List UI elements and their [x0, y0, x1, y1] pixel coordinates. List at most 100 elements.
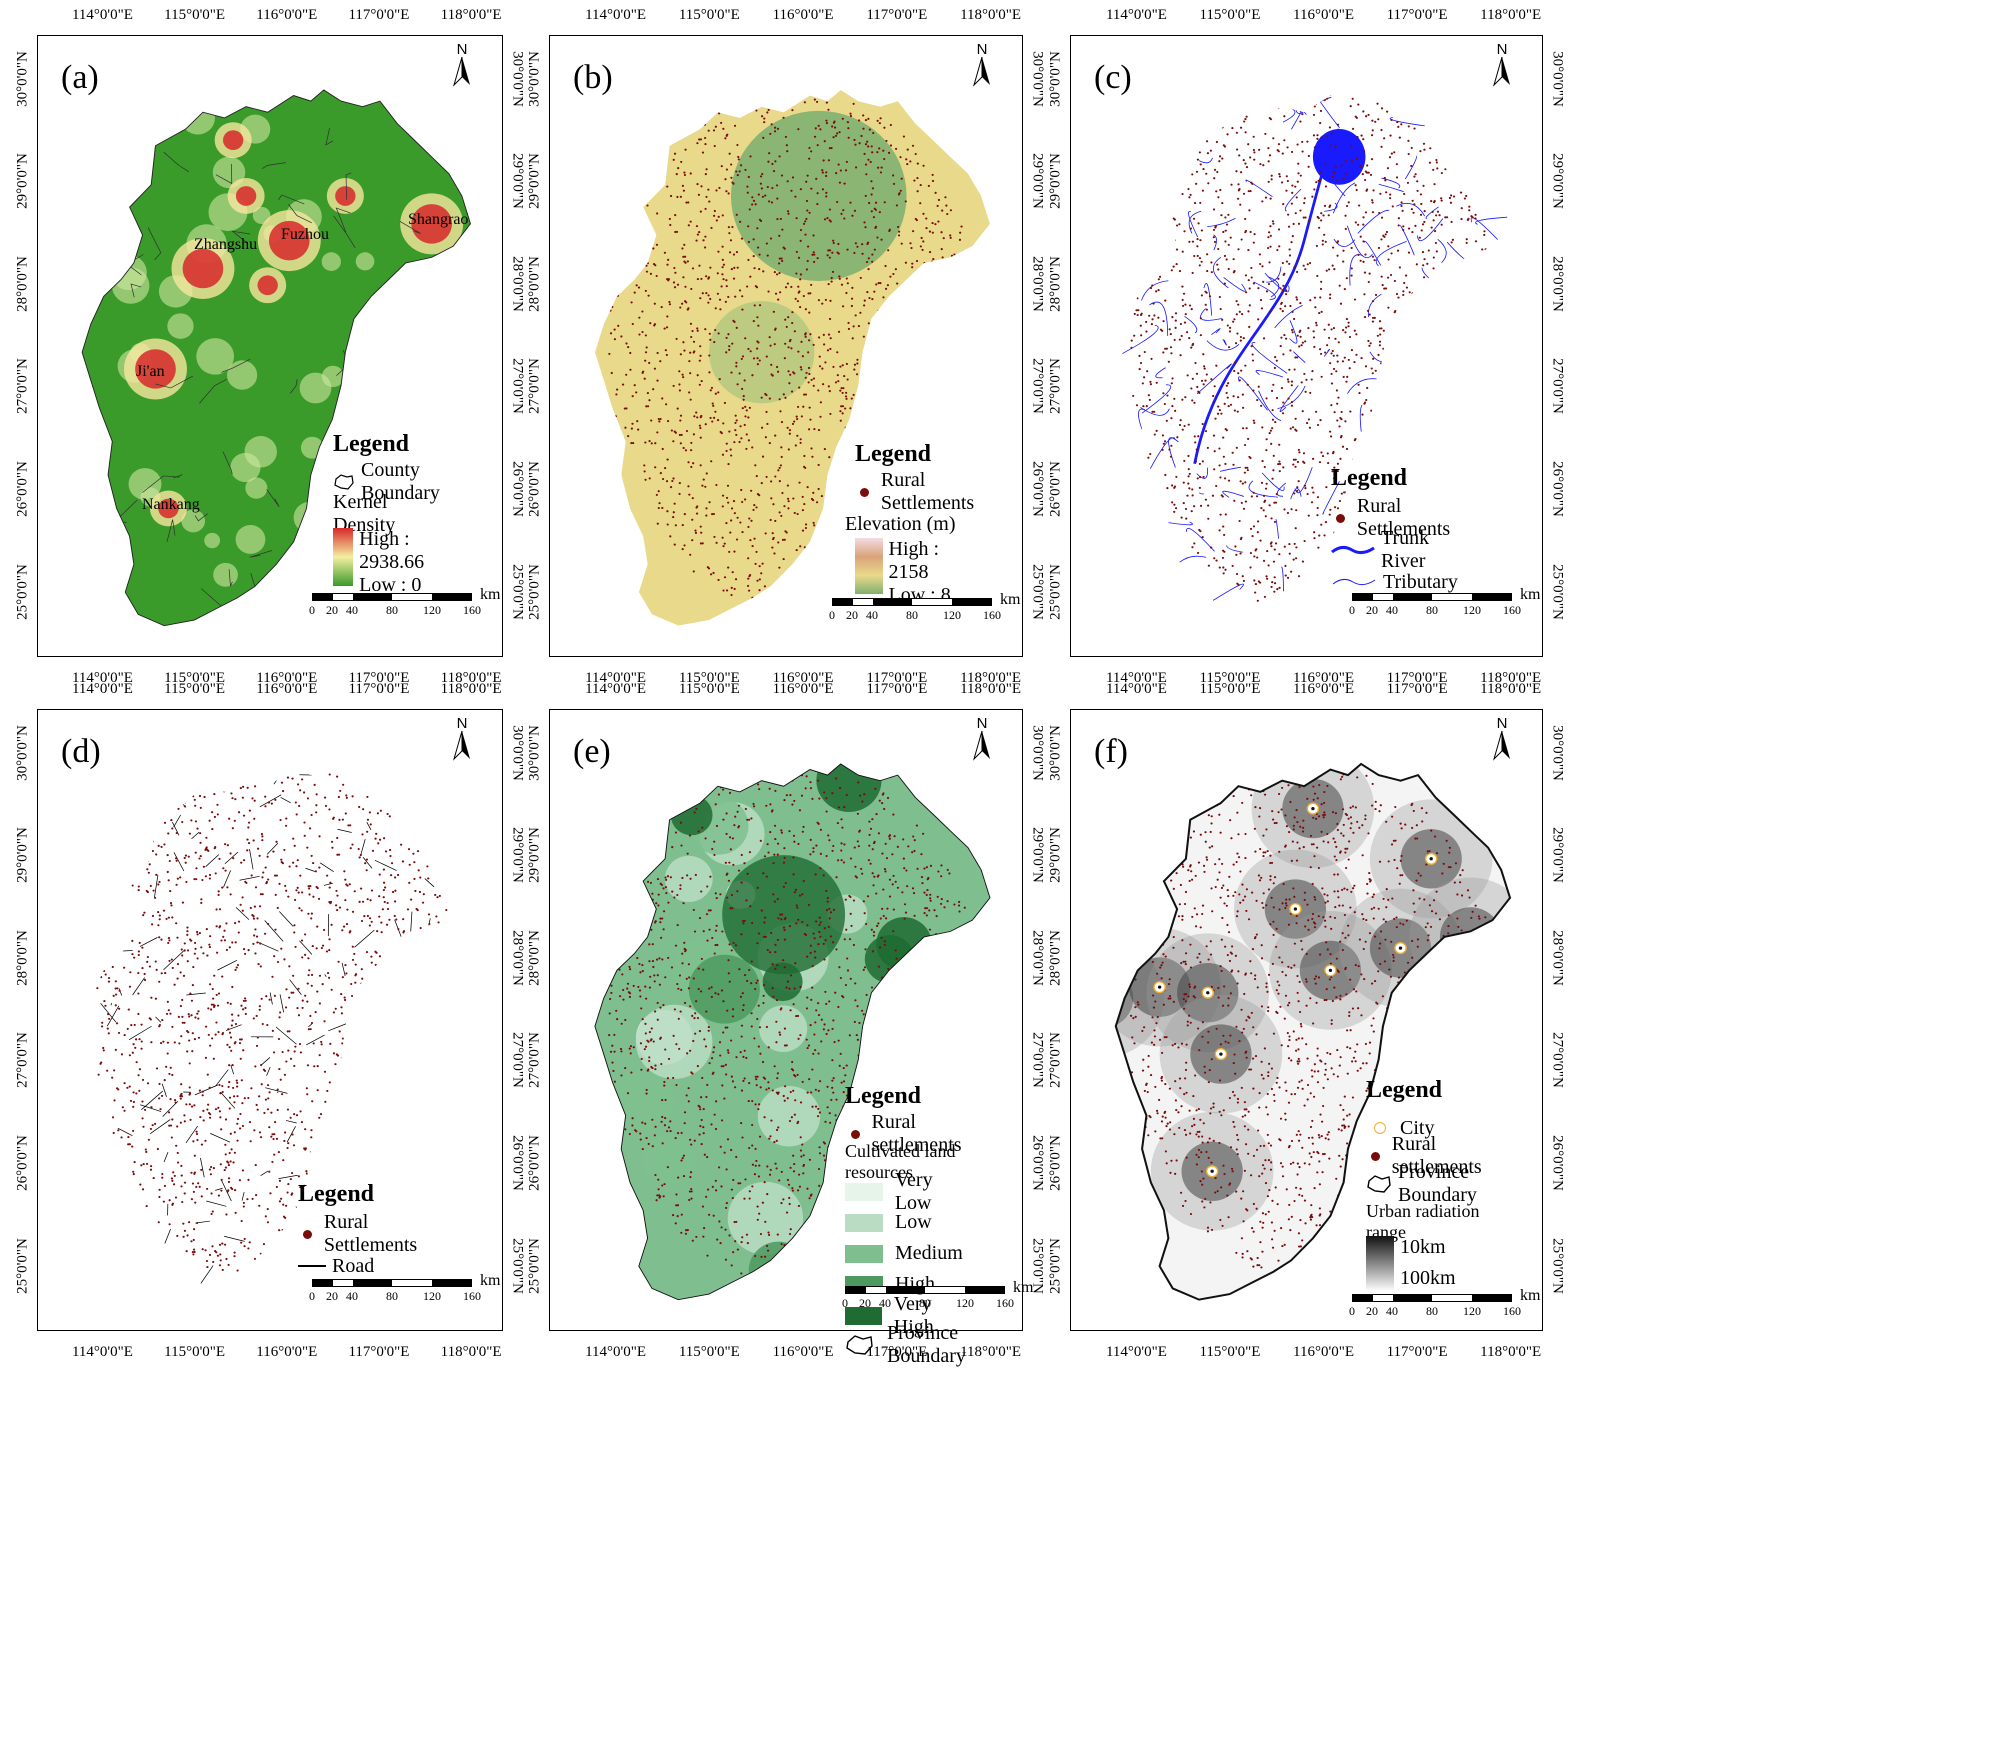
class-swatch	[845, 1213, 883, 1232]
legend-title: Legend	[333, 431, 410, 457]
place-name: Zhangshu	[194, 236, 258, 253]
legend-label: Rural Settlements	[1356, 495, 1451, 540]
lon-tick-label: 116°0'0"E	[1293, 670, 1354, 686]
legend-item: Road	[298, 1250, 425, 1282]
lon-tick-label: 116°0'0"E	[256, 1344, 318, 1360]
north-arrow: N	[1487, 715, 1517, 761]
scale-tick: 120	[956, 1296, 974, 1310]
scale-tick: 0	[842, 1296, 848, 1310]
north-arrow: N	[447, 715, 477, 761]
north-arrow-icon	[972, 730, 990, 761]
lon-tick-label: 117°0'0"E	[1386, 681, 1448, 697]
place-name: Shangrao	[408, 211, 469, 228]
ramp-low-label: Low : 0	[359, 574, 422, 596]
lon-tick-label: 115°0'0"E	[678, 681, 740, 697]
panel-label: (a)	[61, 59, 99, 96]
scale-tick: 120	[943, 608, 961, 622]
lat-tick-label: 30°0'0"N	[1047, 724, 1064, 781]
legend-item: Rural Settlements	[1331, 495, 1458, 540]
lat-tick-label: 29°0'0"N	[1047, 153, 1064, 209]
lon-tick-label: 118°0'0"E	[440, 670, 502, 686]
lon-tick-label: 118°0'0"E	[960, 681, 1022, 697]
panel-label: (f)	[1094, 733, 1128, 770]
legend-label: City	[1400, 1116, 1435, 1139]
scale-unit: km	[480, 586, 501, 603]
place-name: Ji'an	[136, 363, 165, 380]
lat-tick-label: 27°0'0"N	[1549, 1032, 1566, 1089]
scale-tick: 80	[386, 603, 398, 617]
lon-tick-label: 117°0'0"E	[866, 1344, 928, 1360]
scale-tick: 120	[1463, 1304, 1481, 1318]
lat-tick-label: 25°0'0"N	[1549, 563, 1566, 620]
lat-tick-label: 26°0'0"N	[526, 461, 543, 517]
scale-tick: 40	[866, 608, 878, 622]
scale-tick: 0	[309, 1289, 315, 1303]
lat-tick-label: 29°0'0"N	[1047, 827, 1064, 883]
lat-tick-label: 29°0'0"N	[1029, 153, 1046, 209]
north-arrow: N	[1487, 41, 1517, 87]
north-arrow-icon	[452, 56, 470, 87]
scale-tick: 20	[326, 1289, 338, 1303]
map-canvas	[594, 763, 991, 1301]
lon-tick-label: 118°0'0"E	[960, 670, 1022, 686]
city-icon	[1374, 1122, 1386, 1134]
lat-tick-label: 28°0'0"N	[1047, 929, 1064, 986]
legend: Legend Rural Settlements Trunk River Tribut…	[1331, 465, 1458, 598]
ramp-high-label: High : 2158	[888, 538, 940, 583]
lon-tick-label: 115°0'0"E	[164, 7, 226, 23]
scale-tick: 120	[423, 603, 441, 617]
lat-tick-label: 25°0'0"N	[1047, 563, 1064, 620]
map-frame	[549, 35, 1023, 657]
legend-item: Very Low	[845, 1169, 974, 1214]
lat-tick-label: 30°0'0"N	[1029, 50, 1046, 107]
scale-unit: km	[1520, 586, 1541, 603]
radiation-ramp	[1366, 1236, 1394, 1290]
lat-tick-label: 27°0'0"N	[509, 1032, 526, 1089]
lon-tick-label: 115°0'0"E	[164, 670, 226, 686]
lon-tick-label: 116°0'0"E	[1293, 1344, 1354, 1360]
legend-label: Tributary	[1383, 570, 1458, 593]
scale-bar: km 0 20 40 80 120 160	[1349, 1287, 1540, 1318]
legend-label: Rural settlements	[871, 1111, 962, 1156]
scale-tick: 160	[1503, 603, 1521, 617]
lat-tick-label: 30°0'0"N	[1029, 724, 1046, 781]
lat-tick-label: 27°0'0"N	[14, 1032, 31, 1089]
legend-item: Urban radiation range	[1366, 1201, 1490, 1242]
lon-tick-label: 114°0'0"E	[585, 7, 647, 23]
scale-tick: 160	[1503, 1304, 1521, 1318]
lon-tick-label: 118°0'0"E	[960, 7, 1022, 23]
lon-tick-label: 114°0'0"E	[71, 1344, 133, 1360]
legend-label: Rural Settlements	[323, 1211, 418, 1256]
lon-tick-label: 116°0'0"E	[772, 670, 834, 686]
scale-tick: 20	[846, 608, 858, 622]
lat-tick-label: 25°0'0"N	[509, 1237, 526, 1294]
lat-tick-label: 30°0'0"N	[14, 724, 31, 781]
lat-tick-label: 29°0'0"N	[14, 827, 31, 883]
legend-label: County Boundary	[361, 459, 440, 504]
lat-tick-label: 26°0'0"N	[1549, 461, 1566, 517]
lat-tick-label: 28°0'0"N	[1029, 255, 1046, 312]
class-swatch	[845, 1306, 882, 1325]
legend: Legend County Boundary Kernel Density High …	[333, 431, 446, 596]
tributary-icon	[1331, 576, 1377, 588]
legend-title: Legend	[1366, 1077, 1443, 1103]
lon-tick-label: 116°0'0"E	[256, 670, 318, 686]
lon-tick-label: 117°0'0"E	[348, 1344, 410, 1360]
lon-tick-label: 117°0'0"E	[866, 681, 928, 697]
lat-tick-label: 28°0'0"N	[1029, 929, 1046, 986]
lat-tick-label: 28°0'0"N	[14, 255, 31, 312]
lon-tick-label: 116°0'0"E	[772, 7, 834, 23]
legend-item: Very High	[845, 1293, 974, 1338]
lon-tick-label: 115°0'0"E	[678, 1344, 740, 1360]
scale-tick: 80	[1426, 1304, 1438, 1318]
scale-tick: 0	[829, 608, 835, 622]
lat-tick-label: 30°0'0"N	[1549, 50, 1566, 107]
lat-tick-label: 29°0'0"N	[526, 153, 543, 209]
lon-tick-label: 114°0'0"E	[585, 670, 647, 686]
lon-tick-label: 115°0'0"E	[164, 681, 226, 697]
legend: Legend City Rural settlements Province Boun…	[1366, 1077, 1490, 1290]
lat-tick-label: 25°0'0"N	[1549, 1237, 1566, 1294]
ramp-high-label: 10km	[1400, 1236, 1446, 1258]
legend-item: Trunk River	[1331, 527, 1458, 572]
scale-tick: 40	[1386, 1304, 1398, 1318]
